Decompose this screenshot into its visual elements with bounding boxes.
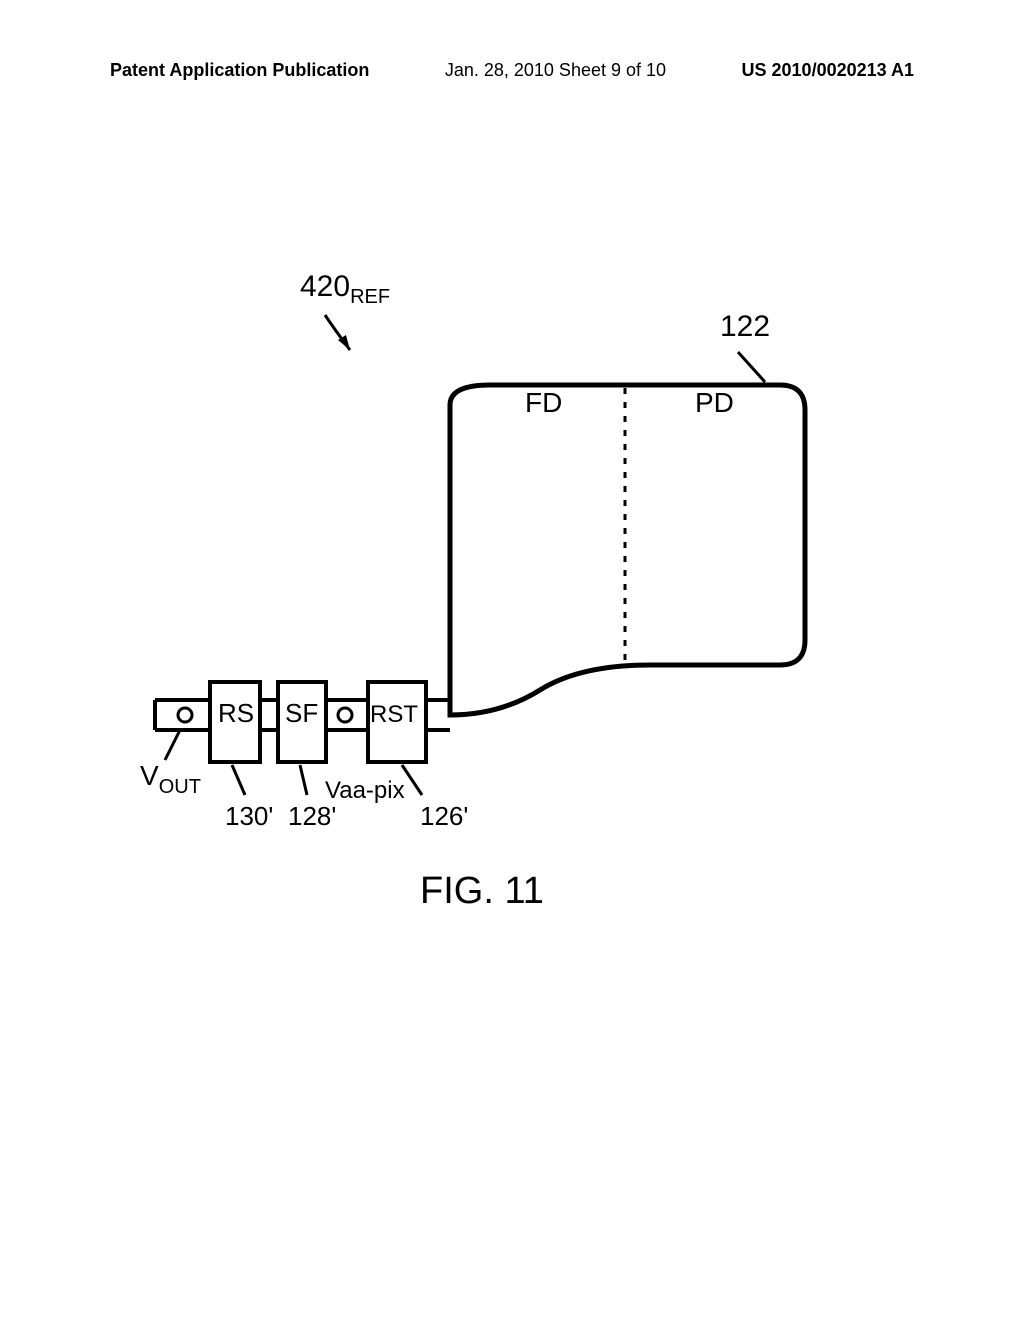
label-128p: 128' [288,801,336,831]
label-126p: 126' [420,801,468,831]
figure-caption: FIG. 11 [420,870,544,913]
leader-128 [300,765,307,795]
leader-vout [165,730,180,760]
page-header: Patent Application Publication Jan. 28, … [0,60,1024,81]
ref-420: 420REF [300,270,390,309]
date-sheet: Jan. 28, 2010 Sheet 9 of 10 [445,60,666,81]
leader-126 [402,765,422,795]
label-122: 122 [720,310,770,344]
ref-num: 420 [300,270,350,303]
photodiode-shape [450,385,805,715]
leader-130 [232,765,245,795]
publication-number: US 2010/0020213 A1 [742,60,914,81]
figure-11: 420REF 122 FD PD RS SF RST [140,270,880,850]
label-pd: PD [695,387,734,418]
label-vaa-pix: Vaa-pix [325,777,405,804]
label-130p: 130' [225,801,273,831]
gate-rst-text: RST [370,701,418,728]
ref-sub: REF [350,286,390,308]
label-fd: FD [525,387,562,418]
diagram-svg: FD PD RS SF RST VOUT Vaa-pix 130' [140,270,880,850]
gate-sf-text: SF [285,698,318,728]
label-vout: VOUT [140,760,201,798]
leader-122 [738,352,765,382]
contact-vout [178,708,192,722]
gate-rs-text: RS [218,698,254,728]
contact-vaa [338,708,352,722]
publication-type: Patent Application Publication [110,60,369,81]
